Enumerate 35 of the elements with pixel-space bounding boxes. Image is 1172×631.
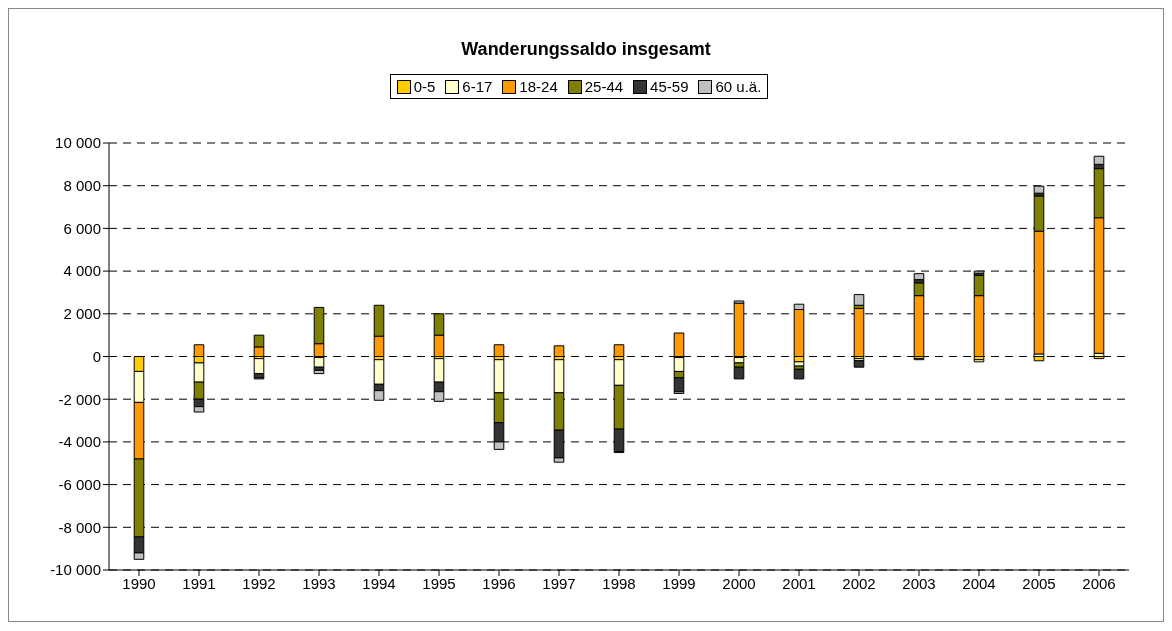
x-tick-label: 2002	[842, 574, 876, 592]
x-tick-label: 2001	[782, 574, 816, 592]
x-tick-label: 1994	[362, 574, 396, 592]
x-tick-label: 1997	[542, 574, 576, 592]
x-tick-label: 1999	[662, 574, 696, 592]
y-tick-label: 4 000	[63, 262, 101, 280]
x-tick-label: 2005	[1022, 574, 1056, 592]
legend-label: 6-17	[461, 78, 493, 95]
x-tick-label: 1991	[182, 574, 216, 592]
y-tick-label: 6 000	[63, 219, 101, 237]
legend-label: 0-5	[412, 78, 436, 95]
legend-label: 45-59	[649, 78, 689, 95]
x-tick-label: 2003	[902, 574, 936, 592]
y-tick-label: 10 000	[55, 134, 101, 152]
y-tick-label: 0	[92, 347, 101, 365]
x-tick-label: 1992	[242, 574, 276, 592]
x-tick-label: 1990	[122, 574, 156, 592]
y-tick-label: -8 000	[58, 518, 101, 536]
chart-title: Wanderungssaldo insgesamt	[460, 39, 712, 60]
x-tick-label: 1996	[482, 574, 516, 592]
y-tick-label: 2 000	[63, 305, 101, 323]
x-tick-label: 1995	[422, 574, 456, 592]
y-tick-label: -4 000	[58, 433, 101, 451]
x-tick-label: 2006	[1082, 574, 1116, 592]
x-tick-label: 2000	[722, 574, 756, 592]
x-tick-label: 1993	[302, 574, 336, 592]
y-tick-label: 8 000	[63, 177, 101, 195]
x-tick-label: 1998	[602, 574, 636, 592]
legend-label: 60 u.ä.	[714, 78, 762, 95]
y-tick-label: -2 000	[58, 390, 101, 408]
y-tick-label: -6 000	[58, 475, 101, 493]
legend-label: 18-24	[518, 78, 558, 95]
legend-label: 25-44	[583, 78, 624, 95]
y-tick-label: -10 000	[50, 561, 101, 579]
x-tick-label: 2004	[962, 574, 996, 592]
